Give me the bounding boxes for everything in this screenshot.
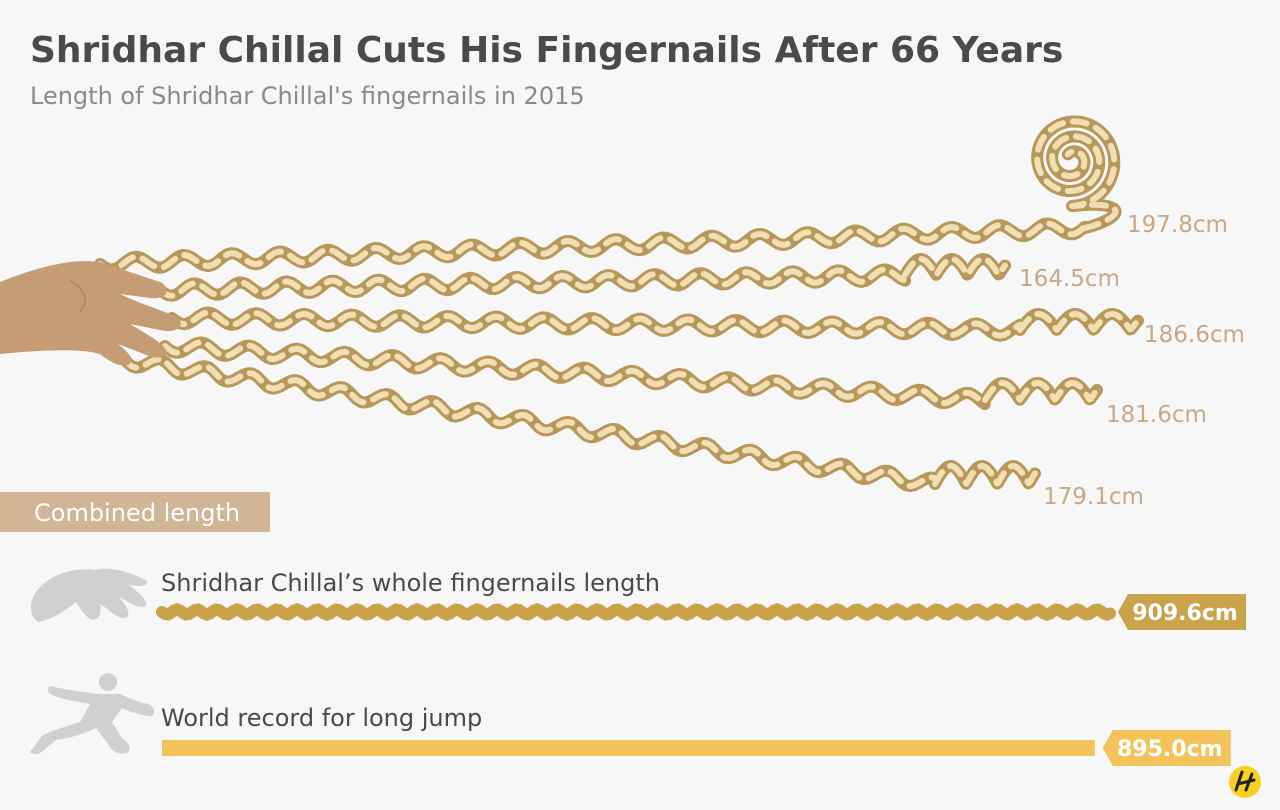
chart-title: Shridhar Chillal Cuts His Fingernails Af… — [30, 30, 1063, 71]
value-badge-text-2: 895.0cm — [1117, 737, 1223, 762]
long-jumper-icon — [30, 673, 155, 755]
nail-5-highlight — [122, 356, 1038, 490]
statista-logo-icon — [1229, 766, 1261, 798]
value-badge-text-1: 909.6cm — [1132, 601, 1238, 626]
nail-label-1: 197.8cm — [1127, 212, 1228, 238]
value-badge-1 — [1118, 594, 1246, 630]
bars-group: 909.6cm 895.0cm — [156, 594, 1246, 766]
hand-icon — [0, 261, 181, 366]
nail-3-highlight — [169, 309, 1141, 339]
nail-2-highlight — [157, 256, 1008, 299]
nail-label-5: 179.1cm — [1043, 484, 1144, 510]
bar-fingernails — [156, 603, 1116, 621]
nail-label-2: 164.5cm — [1019, 266, 1120, 292]
bar-long-jump — [162, 740, 1095, 756]
nail-1 — [94, 115, 1122, 276]
bar-label-fingernails: Shridhar Chillal’s whole fingernails len… — [161, 569, 660, 597]
nails-group — [94, 115, 1144, 493]
combined-heading-bg — [0, 492, 270, 532]
nail-1-highlight — [97, 118, 1119, 273]
combined-heading: Combined length — [34, 499, 240, 527]
hand-silhouette-icon — [30, 568, 147, 622]
nail-label-4: 181.6cm — [1106, 402, 1207, 428]
nail-4-highlight — [162, 339, 1100, 408]
chart-subtitle: Length of Shridhar Chillal's fingernails… — [30, 82, 585, 110]
value-badge-2 — [1102, 730, 1231, 766]
nail-label-3: 186.6cm — [1144, 322, 1245, 348]
bar-label-long-jump: World record for long jump — [161, 704, 482, 732]
nail-2 — [154, 253, 1011, 302]
